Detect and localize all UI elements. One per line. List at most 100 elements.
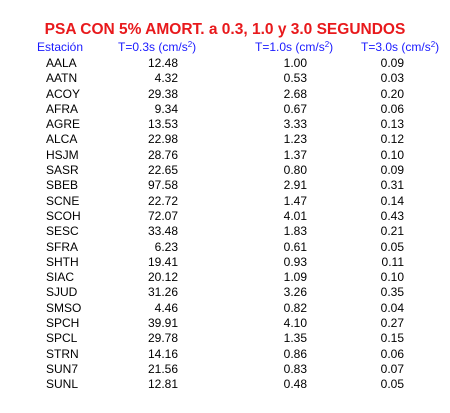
psa-t30-cell: 0.12 bbox=[380, 132, 404, 147]
psa-t03-cell: 21.56 bbox=[147, 361, 178, 376]
header-station: Estación bbox=[37, 40, 84, 54]
station-cell: SJUD bbox=[46, 285, 78, 300]
station-cell: SASR bbox=[46, 163, 79, 178]
table-row: SCNE 22.72 1.47 0.14 bbox=[0, 194, 450, 209]
table-row: SMSO 4.46 0.82 0.04 bbox=[0, 301, 450, 316]
psa-t10-cell: 1.47 bbox=[283, 193, 307, 208]
psa-t10-cell: 0.67 bbox=[283, 101, 307, 116]
header-t30-label: T=3.0s (cm/ bbox=[361, 40, 425, 54]
table-row: HSJM 28.76 1.37 0.10 bbox=[0, 148, 450, 163]
psa-t10-cell: 0.86 bbox=[283, 346, 307, 361]
station-cell: STRN bbox=[46, 346, 79, 361]
psa-t30-cell: 0.03 bbox=[380, 71, 404, 86]
psa-t30-cell: 0.09 bbox=[380, 56, 404, 70]
unit-exponent: 2 bbox=[324, 40, 330, 49]
psa-t10-cell: 4.01 bbox=[283, 208, 307, 223]
psa-t30-cell: 0.27 bbox=[380, 316, 404, 331]
psa-t30-cell: 0.43 bbox=[380, 208, 404, 223]
table-row: AGRE 13.53 3.33 0.13 bbox=[0, 117, 450, 132]
station-cell: SCOH bbox=[46, 208, 81, 223]
psa-t10-cell: 1.35 bbox=[283, 331, 307, 346]
psa-t30-cell: 0.15 bbox=[380, 331, 404, 346]
unit-base: s bbox=[181, 40, 188, 54]
psa-t03-cell: 22.72 bbox=[147, 193, 178, 208]
station-cell: SUN7 bbox=[46, 361, 79, 376]
station-cell: SPCL bbox=[46, 331, 78, 346]
station-cell: HSJM bbox=[46, 147, 79, 162]
table-row: SPCL 29.78 1.35 0.15 bbox=[0, 331, 450, 346]
psa-t10-cell: 0.48 bbox=[283, 377, 307, 392]
table-row: AALA 12.48 1.00 0.09 bbox=[0, 56, 450, 71]
header-t03: T=0.3s (cm/s2) bbox=[118, 40, 196, 54]
page-title: PSA CON 5% AMORT. a 0.3, 1.0 y 3.0 SEGUN… bbox=[44, 21, 406, 38]
psa-t30-cell: 0.13 bbox=[380, 117, 404, 132]
psa-t03-cell: 19.41 bbox=[147, 254, 178, 269]
psa-t03-cell: 33.48 bbox=[147, 224, 178, 239]
table-row: AFRA 9.34 0.67 0.06 bbox=[0, 102, 450, 117]
psa-t10-cell: 0.80 bbox=[283, 163, 307, 178]
psa-t03-cell: 4.46 bbox=[154, 300, 178, 315]
psa-t30-cell: 0.31 bbox=[380, 178, 404, 193]
psa-t03-cell: 4.32 bbox=[154, 71, 178, 86]
psa-t10-cell: 1.37 bbox=[283, 147, 307, 162]
psa-t03-cell: 14.16 bbox=[147, 346, 178, 361]
station-cell: AFRA bbox=[46, 101, 79, 116]
psa-t10-cell: 0.61 bbox=[283, 239, 307, 254]
station-cell: AALA bbox=[46, 56, 77, 70]
table-row: AATN 4.32 0.53 0.03 bbox=[0, 71, 450, 86]
psa-t10-cell: 0.93 bbox=[283, 254, 307, 269]
header-t30: T=3.0s (cm/s2) bbox=[361, 40, 439, 54]
station-cell: AATN bbox=[46, 71, 78, 86]
psa-t30-cell: 0.09 bbox=[380, 163, 404, 178]
psa-t30-cell: 0.05 bbox=[380, 377, 404, 392]
psa-t30-cell: 0.20 bbox=[380, 86, 404, 101]
data-table: AALA 12.48 1.00 0.09 AATN 4.32 0.53 0.03 ACOY 29.… bbox=[0, 56, 450, 393]
psa-t10-cell: 3.26 bbox=[283, 285, 307, 300]
psa-t03-cell: 28.76 bbox=[147, 147, 178, 162]
station-cell: ACOY bbox=[46, 86, 81, 101]
header-t10-label: T=1.0s (cm/ bbox=[255, 40, 319, 54]
table-row: SESC 33.48 1.83 0.21 bbox=[0, 224, 450, 239]
table-row: ALCA 22.98 1.23 0.12 bbox=[0, 132, 450, 147]
table-row: SPCH 39.91 4.10 0.27 bbox=[0, 316, 450, 331]
psa-t03-cell: 12.48 bbox=[147, 56, 178, 70]
table-row: SIAC 20.12 1.09 0.10 bbox=[0, 270, 450, 285]
psa-t03-cell: 22.98 bbox=[147, 132, 178, 147]
header-t03-label: T=0.3s (cm/ bbox=[118, 40, 182, 54]
unit-base: s bbox=[424, 40, 431, 54]
psa-t03-cell: 39.91 bbox=[147, 316, 178, 331]
psa-t30-cell: 0.06 bbox=[380, 101, 404, 116]
table-row: SFRA 6.23 0.61 0.05 bbox=[0, 240, 450, 255]
psa-t03-cell: 20.12 bbox=[147, 270, 178, 285]
unit-exponent: 2 bbox=[430, 40, 436, 49]
psa-t30-cell: 0.10 bbox=[380, 270, 404, 285]
psa-t10-cell: 0.53 bbox=[283, 71, 307, 86]
table-row: SBEB 97.58 2.91 0.31 bbox=[0, 178, 450, 193]
psa-t30-cell: 0.11 bbox=[381, 254, 404, 269]
station-cell: SHTH bbox=[46, 254, 79, 269]
header-t10: T=1.0s (cm/s2) bbox=[255, 40, 333, 54]
psa-t10-cell: 2.68 bbox=[283, 86, 307, 101]
table-row: SCOH 72.07 4.01 0.43 bbox=[0, 209, 450, 224]
psa-t10-cell: 1.83 bbox=[283, 224, 307, 239]
psa-t03-cell: 22.65 bbox=[147, 163, 178, 178]
psa-t03-cell: 31.26 bbox=[147, 285, 178, 300]
psa-t10-cell: 1.00 bbox=[283, 56, 307, 70]
psa-t10-cell: 0.82 bbox=[283, 300, 307, 315]
psa-t03-cell: 6.23 bbox=[154, 239, 178, 254]
psa-t10-cell: 1.09 bbox=[283, 270, 307, 285]
table-row: SJUD 31.26 3.26 0.35 bbox=[0, 285, 450, 300]
table-row: SASR 22.65 0.80 0.09 bbox=[0, 163, 450, 178]
psa-t30-cell: 0.05 bbox=[380, 239, 404, 254]
table-row: ACOY 29.38 2.68 0.20 bbox=[0, 87, 450, 102]
station-cell: SBEB bbox=[46, 178, 79, 193]
psa-t30-cell: 0.07 bbox=[380, 361, 404, 376]
unit-base: s bbox=[318, 40, 325, 54]
station-cell: SPCH bbox=[46, 316, 80, 331]
table-row: SUN7 21.56 0.83 0.07 bbox=[0, 362, 450, 377]
station-cell: ALCA bbox=[46, 132, 78, 147]
station-cell: SCNE bbox=[46, 193, 80, 208]
psa-t30-cell: 0.06 bbox=[380, 346, 404, 361]
psa-t30-cell: 0.04 bbox=[380, 300, 404, 315]
table-row: STRN 14.16 0.86 0.06 bbox=[0, 347, 450, 362]
